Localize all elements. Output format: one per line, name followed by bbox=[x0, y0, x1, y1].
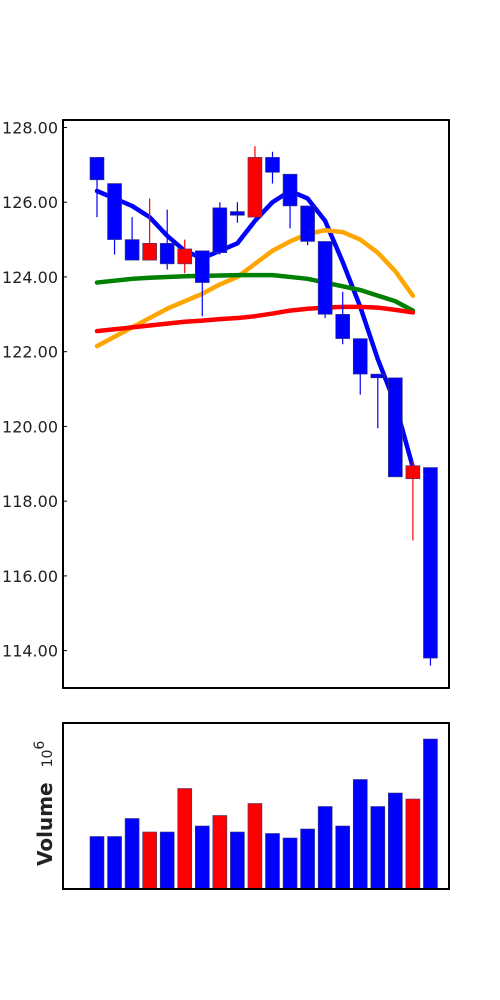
volume-bar bbox=[212, 815, 228, 890]
volume-bar bbox=[124, 818, 140, 890]
candle bbox=[107, 183, 122, 255]
price-y-tick-label: 120.00 bbox=[2, 417, 58, 436]
volume-bar bbox=[177, 788, 193, 890]
candle bbox=[317, 241, 333, 319]
candle bbox=[370, 373, 386, 429]
volume-axis-exponent: 6 bbox=[32, 741, 48, 750]
volume-bar bbox=[352, 779, 368, 890]
candle-body bbox=[300, 205, 315, 242]
candle-body bbox=[177, 248, 193, 265]
candle-body bbox=[212, 207, 228, 253]
candle-body bbox=[370, 373, 386, 379]
candle-body bbox=[107, 183, 122, 240]
candle bbox=[405, 461, 421, 541]
volume-bar bbox=[230, 831, 245, 890]
candle bbox=[335, 291, 351, 345]
candle bbox=[142, 198, 157, 261]
price-y-tick-label: 118.00 bbox=[2, 492, 58, 511]
candle bbox=[159, 209, 175, 270]
price-panel: 114.00 116.00 118.00 120.00 122.00 124.00 126.… bbox=[2, 118, 450, 689]
candle bbox=[423, 467, 438, 666]
volume-bar bbox=[282, 837, 298, 890]
volume-bar bbox=[317, 806, 333, 890]
candle bbox=[388, 377, 403, 478]
volume-bars bbox=[89, 738, 438, 890]
moving-average-line-3 bbox=[94, 272, 416, 313]
candle-body bbox=[142, 243, 157, 261]
volume-axis-multiplier: 10 bbox=[40, 750, 56, 768]
moving-average-line-1 bbox=[94, 188, 416, 470]
volume-axis-label: Volume 106 bbox=[32, 741, 57, 866]
volume-bar bbox=[247, 803, 263, 890]
price-y-axis: 114.00 116.00 118.00 120.00 122.00 124.00 126.… bbox=[2, 118, 67, 661]
candle-body bbox=[195, 250, 210, 283]
candle-body bbox=[159, 243, 175, 265]
candle bbox=[352, 338, 368, 395]
price-y-tick-label: 128.00 bbox=[2, 118, 58, 137]
candle bbox=[247, 146, 263, 218]
volume-bar bbox=[388, 792, 403, 890]
volume-panel-frame bbox=[62, 722, 450, 890]
volume-bar bbox=[159, 831, 175, 890]
candle bbox=[282, 173, 298, 229]
price-y-tick-label: 124.00 bbox=[2, 268, 58, 287]
moving-average-line-4 bbox=[94, 304, 416, 334]
candle-body bbox=[405, 465, 421, 480]
volume-bar bbox=[423, 738, 438, 890]
candle-body bbox=[335, 314, 351, 339]
candle-body bbox=[89, 157, 105, 181]
volume-bar bbox=[405, 798, 421, 890]
volume-bar bbox=[107, 836, 122, 890]
candle-body bbox=[388, 377, 403, 478]
candle bbox=[265, 151, 280, 184]
volume-axis-title: Volume bbox=[33, 782, 57, 866]
candle bbox=[230, 202, 245, 223]
volume-bar bbox=[300, 828, 315, 890]
volume-bar bbox=[335, 825, 351, 890]
candle-body bbox=[230, 211, 245, 216]
candle bbox=[177, 239, 193, 274]
candle bbox=[124, 217, 140, 261]
price-panel-frame bbox=[62, 119, 450, 689]
price-y-tick-label: 114.00 bbox=[2, 642, 58, 661]
volume-bar bbox=[89, 836, 105, 890]
volume-bar bbox=[265, 833, 280, 890]
candle-body bbox=[423, 467, 438, 659]
price-y-tick-label: 116.00 bbox=[2, 567, 58, 586]
candle bbox=[300, 205, 315, 246]
volume-panel: Volume 106 bbox=[32, 722, 450, 890]
volume-bar bbox=[370, 806, 386, 890]
price-y-tick-label: 126.00 bbox=[2, 193, 58, 212]
candle bbox=[195, 250, 210, 317]
candle-body bbox=[124, 239, 140, 261]
candle-body bbox=[265, 157, 280, 173]
candle-body bbox=[317, 241, 333, 315]
candle-body bbox=[282, 173, 298, 207]
candle-body bbox=[247, 157, 263, 218]
volume-bar bbox=[142, 831, 157, 890]
candlesticks bbox=[89, 146, 438, 666]
candle-body bbox=[352, 338, 368, 375]
moving-average-lines bbox=[94, 188, 416, 470]
volume-bar bbox=[195, 825, 210, 890]
price-y-tick-label: 122.00 bbox=[2, 343, 58, 362]
moving-average-line-2 bbox=[94, 227, 416, 349]
candle bbox=[212, 202, 228, 255]
candle bbox=[89, 157, 105, 218]
